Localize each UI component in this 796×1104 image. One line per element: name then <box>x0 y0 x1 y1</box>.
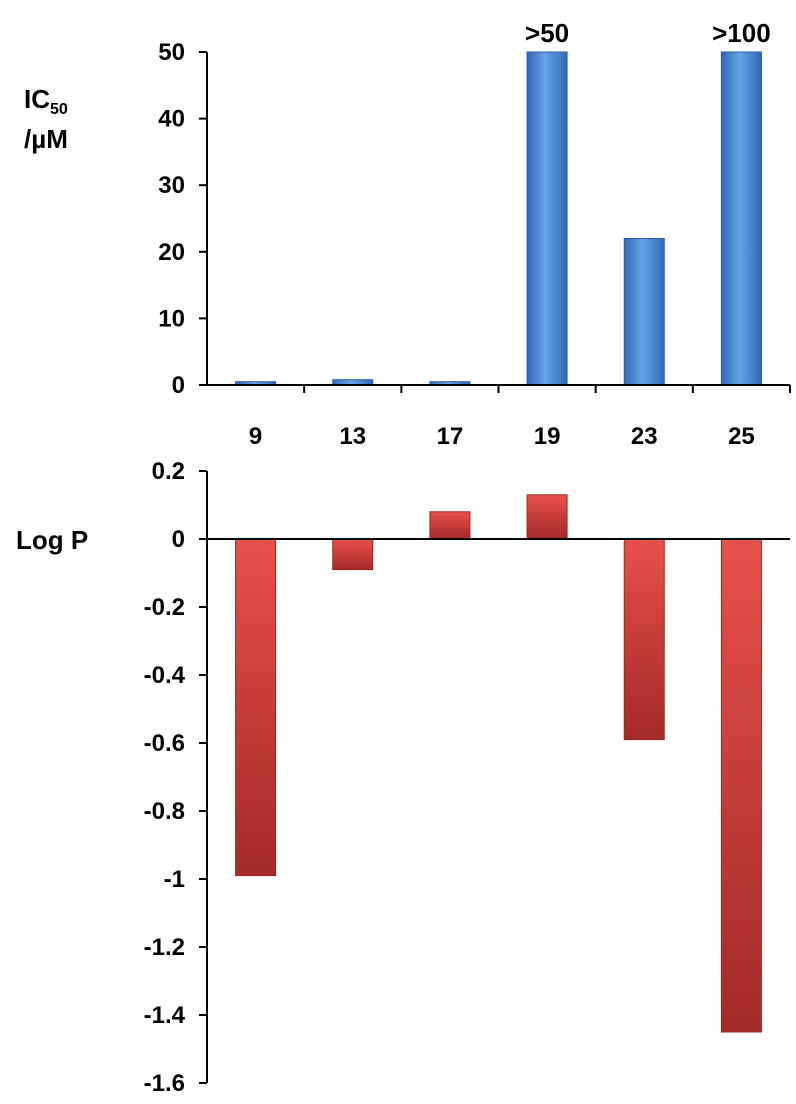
top-bar-23 <box>623 237 665 386</box>
top-x-tick-label: 23 <box>631 423 658 450</box>
bottom-bar-17 <box>429 511 471 540</box>
bottom-bars <box>235 494 762 1033</box>
bottom-y-tick-label: -0.6 <box>144 730 185 757</box>
bottom-y-tick-label: -1.4 <box>144 1002 186 1029</box>
top-y-tick-label: 20 <box>158 239 185 266</box>
top-bar-19 <box>526 51 568 386</box>
top-y-axis-ticks: 0 10 20 30 40 50 <box>158 39 207 399</box>
bottom-y-axis-ticks: 0.2 0 -0.2 -0.4 -0.6 -0.8 -1 -1.2 -1.4 -1.6 <box>144 458 207 1097</box>
top-y-tick-label: 40 <box>158 106 185 133</box>
bottom-bar-19 <box>526 494 568 540</box>
top-bar-25 <box>720 51 762 386</box>
top-bars <box>235 51 762 386</box>
top-ylabel-unit: /µM <box>24 124 68 154</box>
top-x-tick-label: 13 <box>339 423 366 450</box>
bottom-y-tick-label: -1.2 <box>144 934 185 961</box>
bottom-y-tick-label: -1 <box>164 866 185 893</box>
bottom-bar-13 <box>332 538 374 571</box>
top-y-tick-label: 0 <box>172 372 185 399</box>
bottom-bar-9 <box>235 538 277 877</box>
bottom-y-tick-label: 0 <box>172 526 185 553</box>
top-x-tick-label: 17 <box>437 423 464 450</box>
bottom-chart: Log P 0.2 0 -0.2 -0.4 -0.6 -0.8 -1 -1.2 -1.4 -1.6 <box>16 458 790 1097</box>
bottom-y-tick-label: -0.4 <box>144 662 186 689</box>
top-ylabel-main: IC <box>24 84 50 114</box>
top-data-label-19: >50 <box>525 18 569 48</box>
top-data-label-25: >100 <box>712 18 771 48</box>
top-y-tick-label: 30 <box>158 172 185 199</box>
bottom-bar-23 <box>623 538 665 741</box>
top-x-tick-label: 19 <box>534 423 561 450</box>
top-y-tick-label: 10 <box>158 305 185 332</box>
bottom-ylabel: Log P <box>16 525 88 555</box>
top-x-tick-label: 25 <box>728 423 755 450</box>
bottom-y-tick-label: 0.2 <box>152 458 185 485</box>
bottom-y-tick-label: -1.6 <box>144 1070 185 1097</box>
bottom-y-tick-label: -0.8 <box>144 798 185 825</box>
bottom-bar-25 <box>720 538 762 1033</box>
top-y-tick-label: 50 <box>158 39 185 66</box>
top-ylabel: IC50 <box>24 84 68 118</box>
top-x-tick-label: 9 <box>249 423 262 450</box>
top-ylabel-sub: 50 <box>50 101 68 118</box>
top-data-labels: >50 >100 <box>525 18 771 48</box>
bottom-y-tick-label: -0.2 <box>144 594 185 621</box>
top-x-axis-ticks: 9 13 17 19 23 25 <box>249 385 791 450</box>
